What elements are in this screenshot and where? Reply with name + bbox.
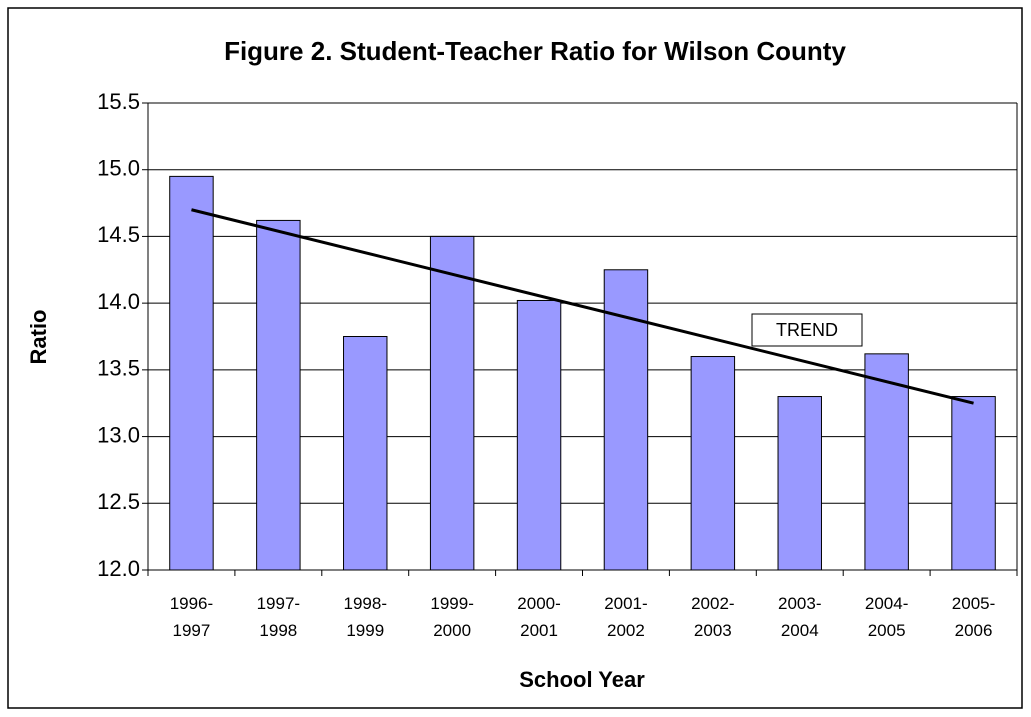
bar bbox=[516, 299, 562, 571]
x-tick-label: 1999- 2000 bbox=[430, 594, 474, 640]
bar bbox=[343, 336, 388, 571]
bar bbox=[951, 396, 996, 571]
chart-title: Figure 2. Student-Teacher Ratio for Wils… bbox=[224, 36, 846, 66]
y-tick-label: 14.0 bbox=[97, 289, 140, 314]
y-tick-label: 12.5 bbox=[97, 489, 140, 514]
y-tick-label: 13.0 bbox=[97, 422, 140, 447]
x-tick-label: 2003- 2004 bbox=[778, 594, 822, 640]
y-tick-label: 14.5 bbox=[97, 222, 140, 247]
x-tick-label: 2004- 2005 bbox=[864, 594, 909, 640]
bar bbox=[256, 219, 301, 571]
x-tick-label: 1996- 1997 bbox=[169, 594, 214, 640]
x-tick-label: 2000- 2001 bbox=[517, 594, 561, 640]
bar bbox=[864, 353, 909, 571]
x-tick-label: 1998- 1999 bbox=[343, 594, 387, 640]
x-tick-label: 2005- 2006 bbox=[951, 594, 996, 640]
trend-label-box bbox=[751, 313, 863, 347]
y-tick-label: 13.5 bbox=[97, 356, 140, 381]
bar bbox=[429, 235, 475, 571]
trend-label: TREND bbox=[776, 320, 838, 340]
x-tick-label: 2002- 2003 bbox=[691, 594, 735, 640]
bar bbox=[169, 175, 214, 571]
y-tick-label: 15.0 bbox=[97, 156, 140, 181]
bar bbox=[777, 396, 822, 571]
bar bbox=[690, 356, 736, 571]
trend-line bbox=[191, 208, 974, 405]
y-tick-label: 15.5 bbox=[97, 89, 140, 114]
x-axis-label: School Year bbox=[519, 667, 645, 692]
y-axis-label: Ratio bbox=[26, 310, 51, 365]
y-tick-label: 12.0 bbox=[97, 556, 140, 581]
x-tick-label: 1997- 1998 bbox=[256, 594, 301, 640]
x-tick-label: 2001- 2002 bbox=[604, 594, 648, 640]
